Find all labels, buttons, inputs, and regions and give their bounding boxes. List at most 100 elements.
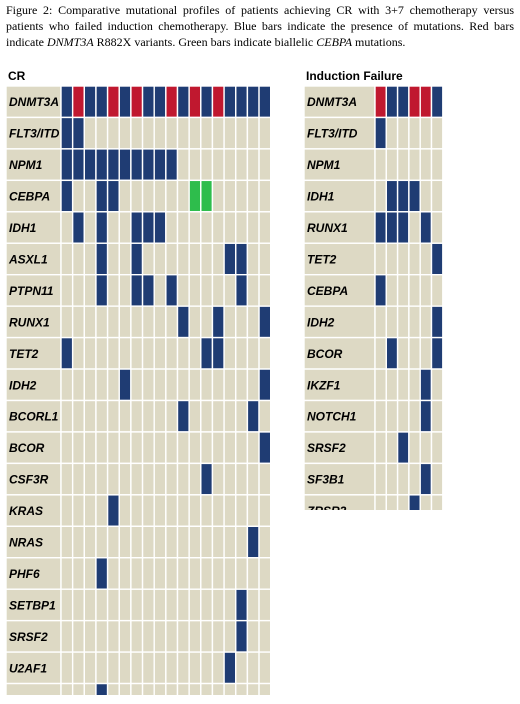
- cr-cell-phf6-p5: [106, 557, 120, 590]
- if-gene-label-tet2: TET2: [307, 252, 337, 266]
- cr-gene-label-kras: KRAS: [9, 504, 43, 518]
- cr-cell-phf6-p13: [200, 557, 214, 590]
- cr-cell-kras-p18: [258, 494, 270, 528]
- cr-cell-idh2-p4: [95, 368, 109, 402]
- cr-cell-runx1-p18: [258, 305, 270, 339]
- cr-cell-kras-p1: [60, 494, 74, 528]
- cr-cell-asxl1-p4: [95, 242, 109, 276]
- cr-cell-dnmt3a-p13: [200, 85, 214, 119]
- cr-label-cell-asxl1: [6, 242, 62, 276]
- cr-cell-bcor-p12: [188, 431, 202, 465]
- cr-cell-phf6-p16: [235, 557, 249, 590]
- cr-cell-nras-p3: [83, 525, 97, 559]
- if-cell-npm1-p6: [430, 148, 444, 182]
- if-gene-label-sf3b1: SF3B1: [307, 473, 345, 487]
- cr-cell-flt3-itd-p2: [71, 116, 86, 150]
- cr-cell-ptpn11-p16: [235, 273, 249, 307]
- cr-cell-dnmt3a-p11: [176, 85, 190, 119]
- cr-cell-kras-p13: [200, 494, 214, 528]
- if-gene-label-npm1: NPM1: [307, 158, 341, 172]
- cr-cell-asxl1-p11: [176, 242, 190, 276]
- cr-cell-phf6-p1: [60, 557, 74, 590]
- cr-cell-ptpn11-p9: [153, 273, 167, 307]
- cr-cell-dnmt3a-p12: [188, 85, 202, 119]
- cr-cell-nras-p10: [165, 525, 179, 559]
- cr-cell-zrsr2-p12: [188, 682, 202, 695]
- cr-cell-idh2-p18: [258, 368, 270, 402]
- if-cell-tet2-p6: [430, 242, 444, 276]
- cr-cell-setbp1-p10: [165, 588, 179, 622]
- cr-cell-phf6-p17: [246, 557, 260, 590]
- cr-cell-srsf2-p16: [235, 619, 249, 653]
- cr-cell-bcorl1-p18: [258, 399, 270, 433]
- cr-cell-flt3-itd-p13: [200, 116, 214, 150]
- cr-cell-flt3-itd-p10: [165, 116, 179, 150]
- if-cell-sf3b1-p5: [419, 462, 433, 496]
- cr-cell-bcorl1-p1: [60, 399, 74, 433]
- cr-cell-cebpa-p9: [153, 179, 167, 213]
- cr-cell-idh1-p8: [141, 211, 155, 244]
- if-cell-tet2-p5: [419, 242, 433, 276]
- cr-cell-runx1-p9: [153, 305, 167, 339]
- cr-label-cell-bcorl1: [6, 399, 62, 433]
- cr-cell-cebpa-p18: [258, 179, 270, 213]
- cr-cell-runx1-p8: [141, 305, 155, 339]
- cr-cell-bcor-p6: [118, 431, 132, 465]
- cr-cell-runx1-p12: [188, 305, 202, 339]
- cr-gene-label-idh2: IDH2: [9, 378, 37, 392]
- cr-cell-dnmt3a-p17: [246, 85, 260, 119]
- if-cell-sf3b1-p6: [430, 462, 444, 496]
- cr-cell-asxl1-p8: [141, 242, 155, 276]
- cr-cell-cebpa-p8: [141, 179, 155, 213]
- cr-cell-dnmt3a-p4: [95, 85, 109, 119]
- cr-cell-kras-p15: [223, 494, 237, 528]
- if-cell-idh1-p6: [430, 179, 444, 213]
- cr-label-cell-npm1: [6, 148, 62, 182]
- cr-cell-setbp1-p14: [211, 588, 225, 622]
- cr-cell-idh1-p13: [200, 211, 214, 244]
- cr-cell-zrsr2-p10: [165, 682, 179, 695]
- cr-cell-kras-p2: [71, 494, 86, 528]
- cr-cell-runx1-p5: [106, 305, 120, 339]
- cr-cell-bcorl1-p13: [200, 399, 214, 433]
- cr-cell-csf3r-p3: [83, 462, 97, 496]
- cr-cell-srsf2-p6: [118, 619, 132, 653]
- cr-cell-nras-p13: [200, 525, 214, 559]
- cr-cell-tet2-p10: [165, 336, 179, 370]
- cr-cell-dnmt3a-p10: [165, 85, 179, 119]
- if-cell-srsf2-p2: [385, 431, 399, 465]
- cr-cell-idh1-p11: [176, 211, 190, 244]
- induction-failure-heatmap: Induction Failure DNMT3A FLT3/ITD NPM1 IDH1 R…: [304, 69, 444, 510]
- cr-cell-u2af1-p15: [223, 651, 237, 685]
- cr-cell-srsf2-p7: [130, 619, 144, 653]
- if-cell-sf3b1-p2: [385, 462, 399, 496]
- if-cell-bcor-p5: [419, 336, 433, 370]
- cr-cell-npm1-p7: [130, 148, 144, 182]
- cr-cell-cebpa-p17: [246, 179, 260, 213]
- cr-cell-nras-p2: [71, 525, 86, 559]
- if-cell-npm1-p2: [385, 148, 399, 182]
- cr-cell-ptpn11-p4: [95, 273, 109, 307]
- if-gene-label-zrsr2: ZRSR2: [306, 504, 347, 510]
- cr-cell-runx1-p6: [118, 305, 132, 339]
- cr-cell-runx1-p1: [60, 305, 74, 339]
- cr-cell-idh2-p6: [118, 368, 132, 402]
- cr-cell-dnmt3a-p2: [71, 85, 86, 119]
- cr-cell-csf3r-p13: [200, 462, 214, 496]
- if-label-cell-npm1: [304, 148, 376, 182]
- cr-cell-csf3r-p17: [246, 462, 260, 496]
- cr-cell-tet2-p9: [153, 336, 167, 370]
- cr-cell-idh2-p16: [235, 368, 249, 402]
- cr-cell-ptpn11-p2: [71, 273, 86, 307]
- cr-cell-flt3-itd-p3: [83, 116, 97, 150]
- if-gene-label-ikzf1: IKZF1: [307, 378, 341, 392]
- cr-cell-phf6-p6: [118, 557, 132, 590]
- cr-cell-npm1-p9: [153, 148, 167, 182]
- caption-gene-cebpa: CEBPA: [316, 35, 353, 49]
- cr-cell-asxl1-p12: [188, 242, 202, 276]
- cr-cell-kras-p8: [141, 494, 155, 528]
- cr-cell-asxl1-p14: [211, 242, 225, 276]
- cr-cell-idh2-p13: [200, 368, 214, 402]
- if-gene-label-dnmt3a: DNMT3A: [307, 95, 357, 109]
- cr-cell-kras-p7: [130, 494, 144, 528]
